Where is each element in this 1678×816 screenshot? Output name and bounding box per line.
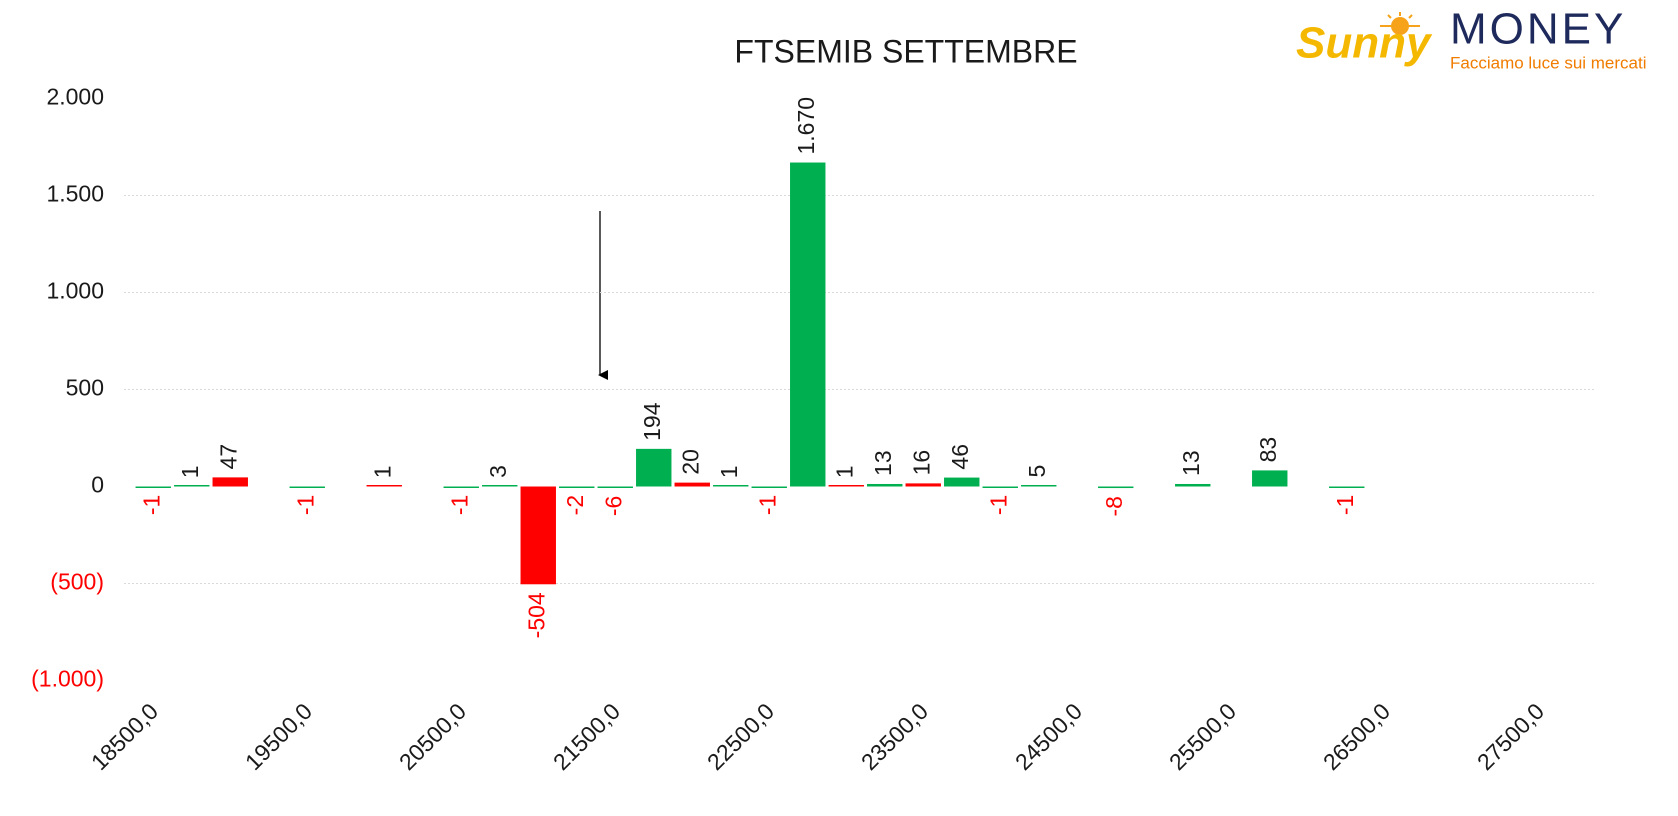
bar xyxy=(828,485,864,487)
bar xyxy=(674,482,710,487)
x-tick-label: 25500,0 xyxy=(1164,698,1241,775)
data-label: -2 xyxy=(562,495,588,515)
data-label: 5 xyxy=(1024,465,1050,478)
bar xyxy=(520,486,556,585)
logo: Sunny MONEY Facciamo luce sui mercati xyxy=(1296,5,1647,73)
data-label: 46 xyxy=(947,444,973,470)
bar xyxy=(905,483,941,487)
data-label: -1 xyxy=(754,495,780,515)
x-tick-label: 22500,0 xyxy=(702,698,779,775)
bar xyxy=(867,483,903,487)
x-tick-label: 18500,0 xyxy=(86,698,163,775)
data-label: 1 xyxy=(716,466,742,479)
data-label: -1 xyxy=(138,495,164,515)
data-label: -8 xyxy=(1101,496,1127,516)
data-label: 13 xyxy=(1178,450,1204,476)
bar xyxy=(1098,486,1134,489)
data-label: 3 xyxy=(485,465,511,478)
bar xyxy=(597,486,633,488)
y-tick-label: 500 xyxy=(66,375,104,401)
y-tick-label: (500) xyxy=(50,569,104,595)
data-label: 47 xyxy=(215,444,241,470)
x-tick-label: 21500,0 xyxy=(548,698,625,775)
bar xyxy=(713,485,749,487)
bar xyxy=(174,485,210,487)
logo-name: MONEY xyxy=(1450,5,1626,54)
y-tick-label: 1.000 xyxy=(46,278,104,304)
y-tick-label: 2.000 xyxy=(46,84,104,110)
bar xyxy=(1175,483,1211,487)
chart-title: FTSEMIB SETTEMBRE xyxy=(734,33,1077,69)
y-tick-label: (1.000) xyxy=(31,666,104,692)
y-tick-label: 0 xyxy=(91,472,104,498)
bar xyxy=(443,486,479,488)
bar xyxy=(366,485,402,487)
bar xyxy=(482,485,518,487)
bar xyxy=(212,477,248,487)
bar xyxy=(1252,470,1288,487)
logo-rays xyxy=(1380,12,1420,27)
data-label: -1 xyxy=(446,495,472,515)
bar xyxy=(559,486,595,488)
data-label: 1 xyxy=(177,466,203,479)
bar xyxy=(982,486,1018,488)
bar xyxy=(790,162,826,487)
data-label: 83 xyxy=(1255,437,1281,463)
logo-brand: Sunny xyxy=(1296,19,1433,68)
data-label: 16 xyxy=(908,450,934,476)
x-tick-label: 23500,0 xyxy=(856,698,933,775)
data-label: 20 xyxy=(677,449,703,475)
data-label: -6 xyxy=(600,496,626,516)
bar xyxy=(751,486,787,488)
data-label: -1 xyxy=(1332,495,1358,515)
data-label: -1 xyxy=(292,495,318,515)
data-label: 1 xyxy=(369,466,395,479)
data-label: 1 xyxy=(831,466,857,479)
bar xyxy=(944,477,980,487)
data-label: 13 xyxy=(870,450,896,476)
x-tick-label: 24500,0 xyxy=(1010,698,1087,775)
data-label: -1 xyxy=(985,495,1011,515)
x-tick-label: 19500,0 xyxy=(240,698,317,775)
bar xyxy=(1021,485,1057,487)
data-label: 1.670 xyxy=(793,97,819,155)
bar xyxy=(1329,486,1365,488)
x-tick-label: 20500,0 xyxy=(394,698,471,775)
bar xyxy=(636,448,672,487)
x-tick-label: 27500,0 xyxy=(1472,698,1549,775)
bar xyxy=(135,486,171,488)
x-tick-label: 26500,0 xyxy=(1318,698,1395,775)
data-label: 194 xyxy=(639,402,665,441)
y-tick-label: 1.500 xyxy=(46,181,104,207)
logo-tagline: Facciamo luce sui mercati xyxy=(1450,53,1647,72)
data-label: -504 xyxy=(523,592,549,638)
bar xyxy=(289,486,325,488)
